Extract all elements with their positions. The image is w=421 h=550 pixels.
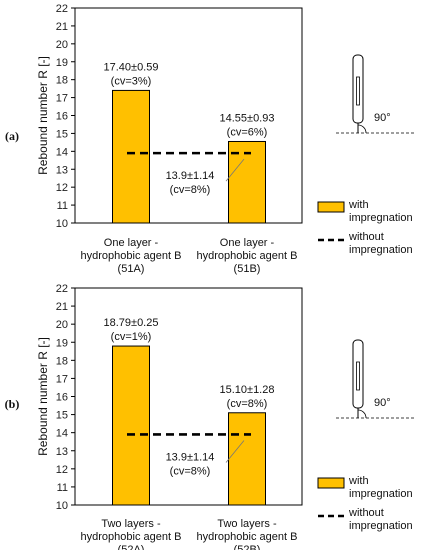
category-label: (52A)	[118, 544, 145, 550]
hammer-icon	[352, 339, 364, 409]
reference-cv-label: (cv=8%)	[170, 184, 211, 196]
category-label: (52B)	[234, 544, 261, 550]
y-tick-label: 11	[57, 200, 68, 212]
y-tick-label: 21	[56, 301, 68, 313]
y-tick-label: 10	[56, 218, 68, 230]
legend-swatch-with	[317, 201, 345, 213]
category-label: One layer -	[220, 237, 275, 249]
angle-label: 90°	[374, 112, 391, 124]
y-tick-label: 17	[56, 93, 68, 105]
category-label: (51A)	[118, 263, 145, 275]
y-axis-label: Rebound number R [-]	[36, 337, 50, 456]
bar	[228, 412, 266, 506]
legend-label-with: with	[348, 475, 369, 487]
y-tick-label: 19	[56, 57, 68, 69]
y-tick-label: 17	[56, 373, 68, 385]
hammer-icon	[352, 54, 364, 124]
y-tick-label: 20	[56, 319, 68, 331]
reference-leader-line	[225, 158, 245, 182]
legend-label-without: without	[348, 507, 384, 519]
bar	[228, 140, 266, 224]
bar-cv-label: (cv=1%)	[111, 331, 152, 343]
y-tick-label: 18	[56, 355, 68, 367]
y-tick-label: 16	[56, 392, 68, 404]
reference-cv-label: (cv=8%)	[170, 465, 211, 477]
y-tick-label: 10	[56, 500, 68, 512]
legend-swatch-with	[317, 477, 345, 489]
category-label: hydrophobic agent B	[197, 531, 298, 543]
bar-cv-label: (cv=8%)	[227, 398, 268, 410]
category-label: (51B)	[234, 263, 261, 275]
y-tick-label: 13	[56, 446, 68, 458]
legend-label-without: impregnation	[349, 520, 413, 532]
y-tick-label: 22	[56, 3, 68, 15]
angle-arc-icon	[357, 409, 367, 419]
y-tick-label: 16	[56, 111, 68, 123]
reference-leader-line	[225, 440, 245, 463]
y-tick-label: 22	[56, 283, 68, 295]
reference-value-label: 13.9±1.14	[166, 451, 215, 463]
y-tick-label: 15	[56, 410, 68, 422]
bar	[112, 89, 150, 224]
category-label: Two layers -	[217, 518, 277, 530]
y-tick-label: 12	[56, 182, 68, 194]
angle-arc-icon	[357, 124, 367, 134]
legend-label-with: impregnation	[349, 212, 413, 224]
panel-label: (b)	[5, 397, 20, 411]
reference-value-label: 13.9±1.14	[166, 170, 215, 182]
bar-value-label: 18.79±0.25	[104, 317, 159, 329]
angle-label: 90°	[374, 397, 391, 409]
y-tick-label: 19	[56, 337, 68, 349]
y-tick-label: 14	[56, 428, 68, 440]
legend-label-without: impregnation	[349, 244, 413, 256]
y-tick-label: 15	[56, 128, 68, 140]
category-label: hydrophobic agent B	[197, 250, 298, 262]
y-tick-label: 12	[56, 464, 68, 476]
bar-cv-label: (cv=3%)	[111, 75, 152, 87]
category-label: hydrophobic agent B	[81, 531, 182, 543]
y-axis-label: Rebound number R [-]	[36, 56, 50, 175]
bar-value-label: 17.40±0.59	[104, 61, 159, 73]
category-label: hydrophobic agent B	[81, 250, 182, 262]
y-tick-label: 20	[56, 39, 68, 51]
bar-value-label: 15.10±1.28	[220, 384, 275, 396]
hammer-scale-icon	[356, 361, 360, 391]
legend-label-with: with	[348, 199, 369, 211]
y-tick-label: 11	[57, 482, 68, 494]
y-tick-label: 14	[56, 146, 68, 158]
y-tick-label: 13	[56, 164, 68, 176]
category-label: One layer -	[104, 237, 159, 249]
panel-label: (a)	[5, 129, 19, 143]
category-label: Two layers -	[101, 518, 161, 530]
y-tick-label: 18	[56, 75, 68, 87]
bar-cv-label: (cv=6%)	[227, 126, 268, 138]
bar-value-label: 14.55±0.93	[220, 112, 275, 124]
y-tick-label: 21	[56, 21, 68, 33]
hammer-scale-icon	[356, 76, 360, 106]
legend-label-without: without	[348, 231, 384, 243]
legend-label-with: impregnation	[349, 488, 413, 500]
bar	[112, 345, 150, 506]
